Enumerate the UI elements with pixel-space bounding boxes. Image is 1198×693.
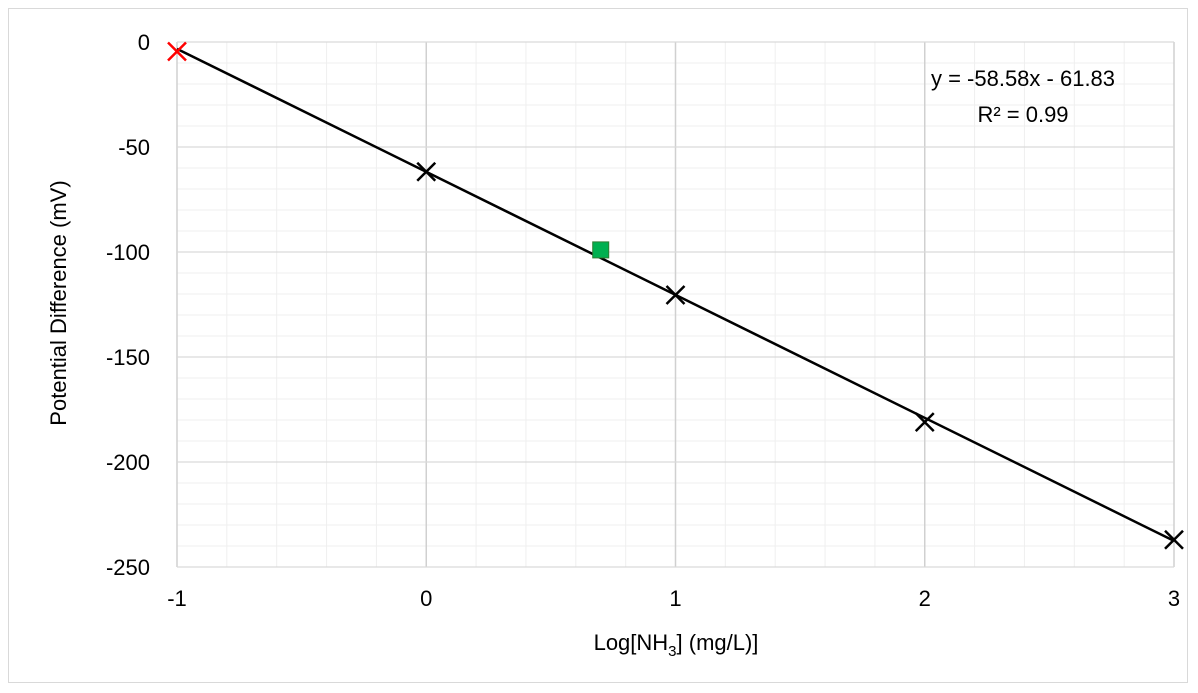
x-tick-label: 1 <box>669 586 681 611</box>
x-tick-label: -1 <box>167 586 187 611</box>
major-gridlines <box>176 41 1175 568</box>
y-axis-title: Potential Difference (mV) <box>46 180 71 425</box>
data-point-x-marker <box>416 161 437 182</box>
y-tick-label: -150 <box>106 345 150 370</box>
x-axis-title: Log[NH3] (mg/L)] <box>594 630 759 660</box>
y-tick-label: -100 <box>106 240 150 265</box>
trendline-equation: y = -58.58x - 61.83 <box>931 66 1115 91</box>
chart-area <box>8 8 1188 683</box>
x-tick-label: 2 <box>919 586 931 611</box>
y-tick-label: -200 <box>106 450 150 475</box>
x-axis-title-subscript: 3 <box>668 643 676 660</box>
x-tick-labels: -1 0 1 2 3 <box>167 586 1180 611</box>
data-points <box>167 41 1184 550</box>
data-point-x-marker <box>167 41 187 62</box>
y-tick-label: -50 <box>118 135 150 160</box>
data-point-x-marker <box>914 412 935 432</box>
y-tick-label: -250 <box>106 555 150 580</box>
x-tick-label: 0 <box>420 586 432 611</box>
y-tick-label: 0 <box>138 30 150 55</box>
y-tick-labels: 0 -50 -100 -150 -200 -250 <box>106 30 150 580</box>
x-axis-title-rest: ] (mg/L)] <box>677 630 759 655</box>
data-point-x-marker <box>665 285 686 305</box>
trendline-r-squared: R² = 0.99 <box>977 102 1068 127</box>
data-point-x-marker <box>1164 529 1184 550</box>
x-tick-label: 3 <box>1168 586 1180 611</box>
data-point-square-marker <box>592 241 610 259</box>
x-axis-title-main: Log[NH <box>594 630 669 655</box>
